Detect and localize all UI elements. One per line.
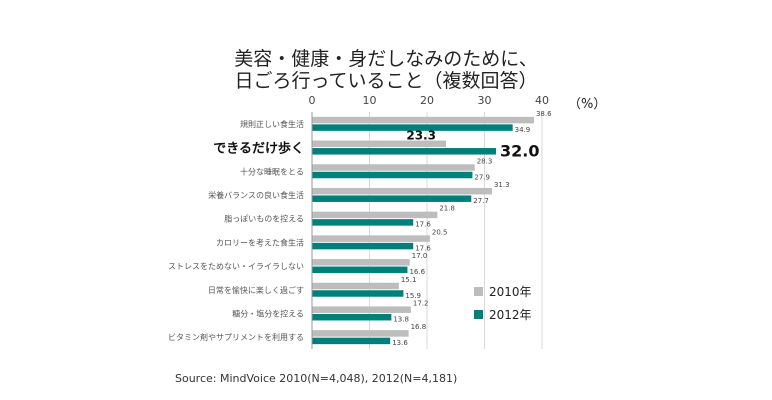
bar-2010-3 [312, 187, 492, 195]
category-label-1: できるだけ歩く [213, 141, 304, 157]
bar-2010-8 [312, 306, 411, 313]
category-label-7: 日常を愉快に楽しく過ごす [208, 285, 304, 295]
chart-title-line-1: 美容・健康・身だしなみのために、 [234, 48, 538, 70]
data-label-2012-4: 17.6 [415, 221, 431, 229]
x-tick-label-30: 30 [478, 94, 492, 107]
data-label-2012-6: 16.6 [409, 268, 425, 276]
bar-2010-6 [312, 259, 410, 266]
data-label-2010-1: 23.3 [406, 129, 436, 143]
category-label-6: ストレスをためない・イライラしない [168, 262, 304, 271]
data-label-2012-1: 32.0 [500, 142, 539, 161]
category-label-5: カロリーを考えた食生活 [216, 237, 304, 247]
bar-2010-0 [312, 116, 534, 124]
bar-2010-5 [312, 235, 430, 242]
bar-2012-2 [312, 171, 473, 179]
data-label-2010-6: 17.0 [412, 252, 428, 260]
data-label-2010-5: 20.5 [432, 228, 448, 236]
data-label-2012-0: 34.9 [515, 126, 531, 134]
category-label-9: ビタミン剤やサプリメントを利用する [168, 332, 304, 342]
bar-2012-1 [312, 148, 496, 155]
legend-item-2010: 2010年 [474, 283, 532, 300]
data-label-2010-9: 16.8 [411, 323, 427, 331]
unit-label: （%） [568, 97, 607, 112]
data-label-2012-8: 13.8 [393, 315, 409, 323]
data-label-2010-4: 21.8 [439, 205, 455, 213]
bar-2012-3 [312, 195, 472, 202]
legend-label-2012: 2012年 [489, 308, 532, 322]
legend-swatch-2012 [474, 310, 483, 319]
category-label-4: 脂っぽいものを控える [224, 214, 304, 224]
bar-2012-6 [312, 266, 408, 274]
data-label-2012-3: 27.7 [473, 197, 489, 205]
bar-2010-1 [312, 140, 446, 148]
bar-2012-5 [312, 242, 414, 250]
data-label-2012-7: 15.9 [405, 292, 421, 300]
bar-2012-9 [312, 337, 391, 345]
bar-2012-0 [312, 124, 513, 131]
data-label-2010-2: 28.3 [477, 157, 493, 165]
data-label-2010-7: 15.1 [401, 276, 417, 284]
legend-item-2012: 2012年 [474, 306, 532, 323]
data-label-2012-9: 13.6 [392, 339, 408, 347]
bar-2012-8 [312, 313, 392, 321]
x-tick-label-10: 10 [363, 94, 377, 107]
x-tick-label-40: 40 [535, 94, 549, 107]
x-tick-label-0: 0 [309, 94, 316, 107]
category-label-2: 十分な睡眠をとる [240, 166, 304, 176]
bar-2010-9 [312, 330, 409, 337]
chart-title-line-2: 日ごろ行っていること（複数回答） [234, 70, 538, 92]
data-label-2012-5: 17.6 [415, 244, 431, 252]
bar-2012-4 [312, 219, 414, 226]
x-tick-label-20: 20 [420, 94, 434, 107]
category-label-8: 糖分・塩分を控える [232, 308, 304, 318]
category-label-3: 栄養バランスの良い食生活 [208, 190, 304, 200]
data-label-2010-0: 38.6 [536, 110, 552, 118]
source-note: Source: MindVoice 2010(N=4,048), 2012(N=… [175, 372, 458, 385]
legend-label-2010: 2010年 [489, 285, 532, 299]
legend-swatch-2010 [474, 287, 483, 296]
bar-2010-2 [312, 164, 475, 171]
data-label-2012-2: 27.9 [474, 173, 490, 181]
bar-2012-7 [312, 290, 404, 297]
data-label-2010-8: 17.2 [413, 299, 429, 307]
data-label-2010-3: 31.3 [494, 181, 510, 189]
bar-2010-7 [312, 282, 399, 290]
bar-2010-4 [312, 211, 438, 219]
category-label-0: 規則正しい食生活 [240, 119, 304, 129]
